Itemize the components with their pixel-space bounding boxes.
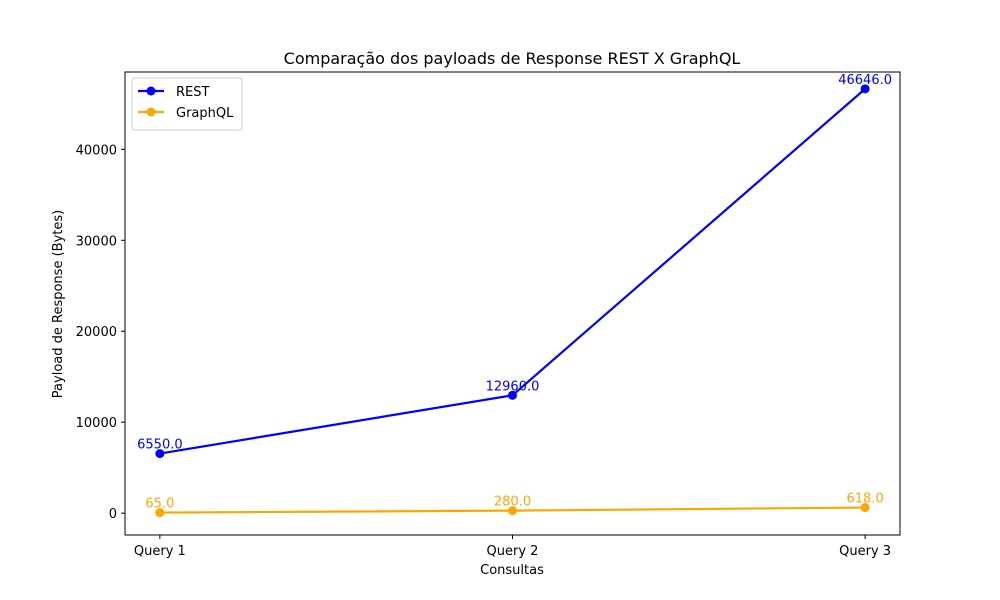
data-label-graphql: 65.0 (145, 497, 174, 512)
chart-title: Comparação dos payloads de Response REST… (284, 49, 741, 68)
data-point-graphql (860, 503, 870, 513)
legend-marker-rest (146, 86, 156, 96)
x-tick-label: Query 1 (134, 544, 186, 559)
y-tick-label: 30000 (76, 234, 117, 249)
legend-label-rest: REST (176, 85, 209, 100)
y-axis-title: Payload de Response (Bytes) (51, 210, 66, 398)
y-tick-label: 40000 (76, 143, 117, 158)
data-point-rest (155, 449, 165, 459)
x-axis-title: Consultas (480, 563, 544, 578)
data-label-rest: 6550.0 (137, 438, 183, 453)
data-label-graphql: 618.0 (847, 492, 884, 507)
data-label-rest: 12960.0 (486, 379, 540, 394)
y-tick-label: 0 (109, 507, 117, 522)
legend: REST GraphQL (131, 77, 243, 131)
data-point-graphql (155, 508, 165, 518)
x-tick-label: Query 3 (839, 544, 891, 559)
legend-marker-graphql (146, 107, 156, 117)
data-label-graphql: 280.0 (494, 495, 531, 510)
data-point-rest (860, 84, 870, 94)
y-tick-label: 10000 (76, 416, 117, 431)
data-label-rest: 46646.0 (838, 73, 892, 88)
y-tick-label: 20000 (76, 325, 117, 340)
legend-label-graphql: GraphQL (176, 106, 234, 121)
data-point-graphql (508, 506, 517, 516)
plot-area: Query 1 Query 2 Query 3 0 10000 20000 30000 400… (76, 71, 901, 559)
x-tick-label: Query 2 (487, 544, 539, 559)
data-point-rest (508, 390, 517, 400)
